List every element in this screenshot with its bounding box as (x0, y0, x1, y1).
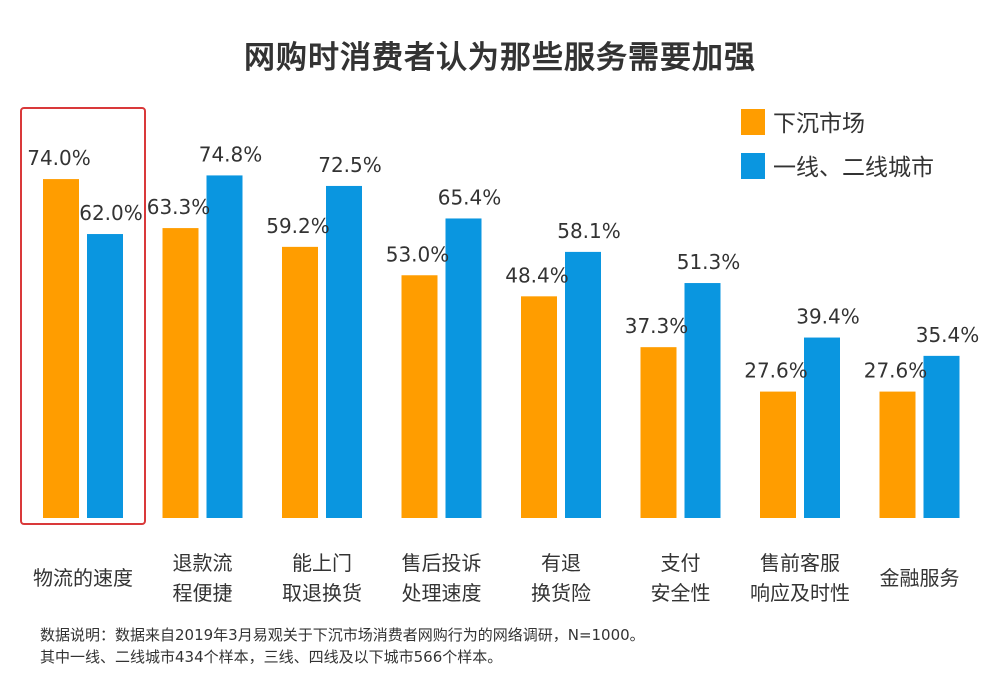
data-label: 39.4% (796, 305, 860, 329)
data-label: 53.0% (386, 242, 450, 266)
data-label: 62.0% (79, 201, 143, 225)
data-label: 74.0% (27, 146, 91, 170)
data-label: 35.4% (916, 323, 980, 347)
bar-tier-1-2-3 (445, 218, 482, 518)
category-label: 处理速度 (402, 581, 482, 605)
data-label: 74.8% (199, 142, 263, 166)
legend-label: 一线、二线城市 (773, 155, 934, 181)
legend-swatch (741, 153, 765, 179)
category-label: 支付 (661, 551, 701, 575)
bar-tier-1-2-7 (923, 355, 960, 518)
category-label: 安全性 (651, 581, 711, 605)
bar-lower-tier-3 (401, 275, 438, 518)
data-label: 51.3% (677, 250, 741, 274)
data-label: 27.6% (744, 359, 808, 383)
bar-lower-tier-2 (282, 246, 318, 518)
footnote-line-1: 数据说明：数据来自2019年3月易观关于下沉市场消费者网购行为的网络调研，N=1… (40, 626, 645, 644)
chart-title: 网购时消费者认为那些服务需要加强 (244, 40, 756, 76)
data-label: 63.3% (147, 195, 211, 219)
category-label: 退款流 (173, 551, 233, 575)
category-label: 售后投诉 (402, 551, 482, 575)
category-label: 物流的速度 (33, 566, 133, 590)
category-label: 金融服务 (880, 566, 960, 590)
category-label: 有退 (541, 551, 581, 575)
category-label: 程便捷 (173, 581, 233, 605)
bar-tier-1-2-5 (684, 283, 721, 518)
category-label: 换货险 (531, 581, 591, 605)
bar-lower-tier-0 (43, 179, 79, 518)
bar-tier-1-2-2 (326, 185, 362, 518)
data-label: 59.2% (266, 214, 330, 238)
data-label: 72.5% (318, 153, 382, 177)
legend-label: 下沉市场 (773, 111, 865, 137)
data-label: 58.1% (557, 219, 621, 243)
footnote-line-2: 其中一线、二线城市434个样本，三线、四线及以下城市566个样本。 (40, 648, 503, 666)
highlight-box (20, 107, 146, 525)
bar-lower-tier-5 (640, 347, 677, 518)
bar-lower-tier-6 (760, 391, 796, 518)
bar-tier-1-2-0 (87, 234, 123, 519)
data-label: 65.4% (438, 185, 502, 209)
data-label: 37.3% (625, 314, 689, 338)
category-label: 能上门 (292, 551, 352, 575)
data-label: 27.6% (864, 359, 928, 383)
category-label: 售前客服 (760, 551, 840, 575)
category-label: 取退换货 (282, 581, 362, 605)
bar-tier-1-2-4 (565, 251, 601, 519)
footnote: 数据说明：数据来自2019年3月易观关于下沉市场消费者网购行为的网络调研，N=1… (40, 624, 645, 668)
bar-lower-tier-7 (879, 391, 916, 518)
bar-tier-1-2-1 (206, 175, 243, 518)
bar-tier-1-2-6 (804, 337, 840, 518)
legend-swatch (741, 109, 765, 135)
bar-lower-tier-1 (162, 228, 199, 518)
category-label: 响应及时性 (750, 581, 850, 605)
data-label: 48.4% (505, 263, 569, 287)
bar-lower-tier-4 (521, 296, 557, 518)
